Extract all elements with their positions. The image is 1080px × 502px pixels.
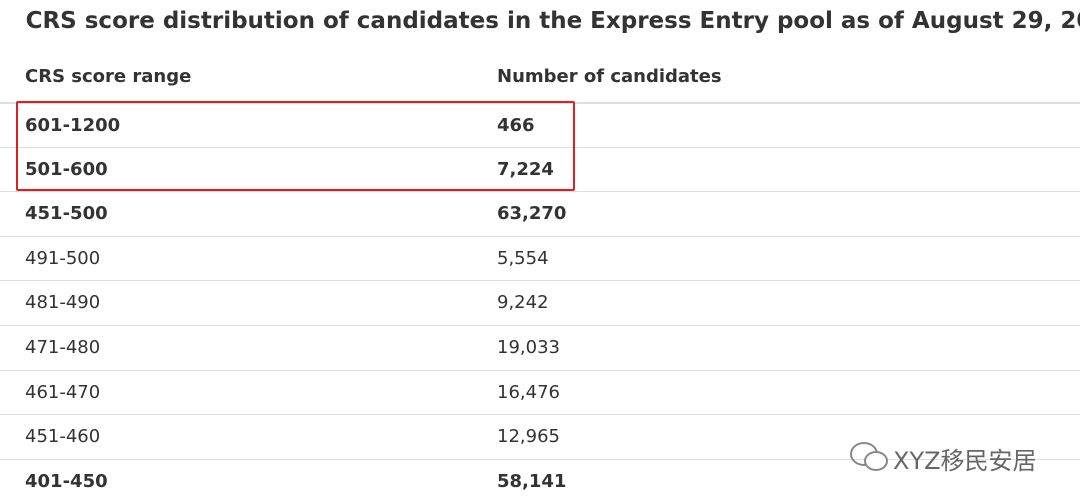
watermark: XYZ移民安居 (893, 447, 1037, 475)
column-header: Number of candidates (497, 66, 722, 87)
table-cell: 5,554 (497, 247, 549, 269)
table-cell: 9,242 (497, 292, 549, 314)
table-row: 461-470 16,476 (0, 369, 1080, 416)
table-cell: 19,033 (497, 337, 560, 358)
table-row: 451-500 63,270 (0, 191, 1080, 237)
table-cell: 451-500 (25, 203, 108, 225)
table-row: 401-450 58,141 (0, 458, 1080, 502)
table-row: 491-500 5,554 (0, 235, 1080, 282)
table-cell: 16,476 (497, 381, 560, 403)
table-cell: 466 (497, 115, 535, 136)
watermark-icon (850, 442, 888, 471)
table-row: 481-490 9,242 (0, 280, 1080, 326)
table-cell: 471-480 (25, 337, 101, 358)
table-cell: 601-1200 (25, 115, 121, 136)
highlight-box (16, 101, 575, 191)
table-row: 451-460 12,965 (0, 414, 1080, 460)
table-cell: 461-470 (25, 381, 101, 403)
column-header: CRS score range (25, 66, 192, 87)
table-cell: 12,965 (497, 426, 560, 448)
table-row: 471-480 19,033 (0, 325, 1080, 371)
table-cell: 401-450 (25, 470, 108, 492)
table-cell: 7,224 (497, 158, 554, 180)
table-cell: 58,141 (497, 470, 567, 492)
table-cell: 63,270 (497, 203, 567, 225)
table-cell: 451-460 (25, 426, 101, 448)
table-cell: 481-490 (25, 292, 101, 314)
title: CRS score distribution of candidates in … (25, 8, 1080, 34)
table-row: 501-600 7,224 (0, 146, 1080, 193)
table-cell: 501-600 (25, 158, 108, 180)
table-cell: 491-500 (25, 247, 101, 269)
